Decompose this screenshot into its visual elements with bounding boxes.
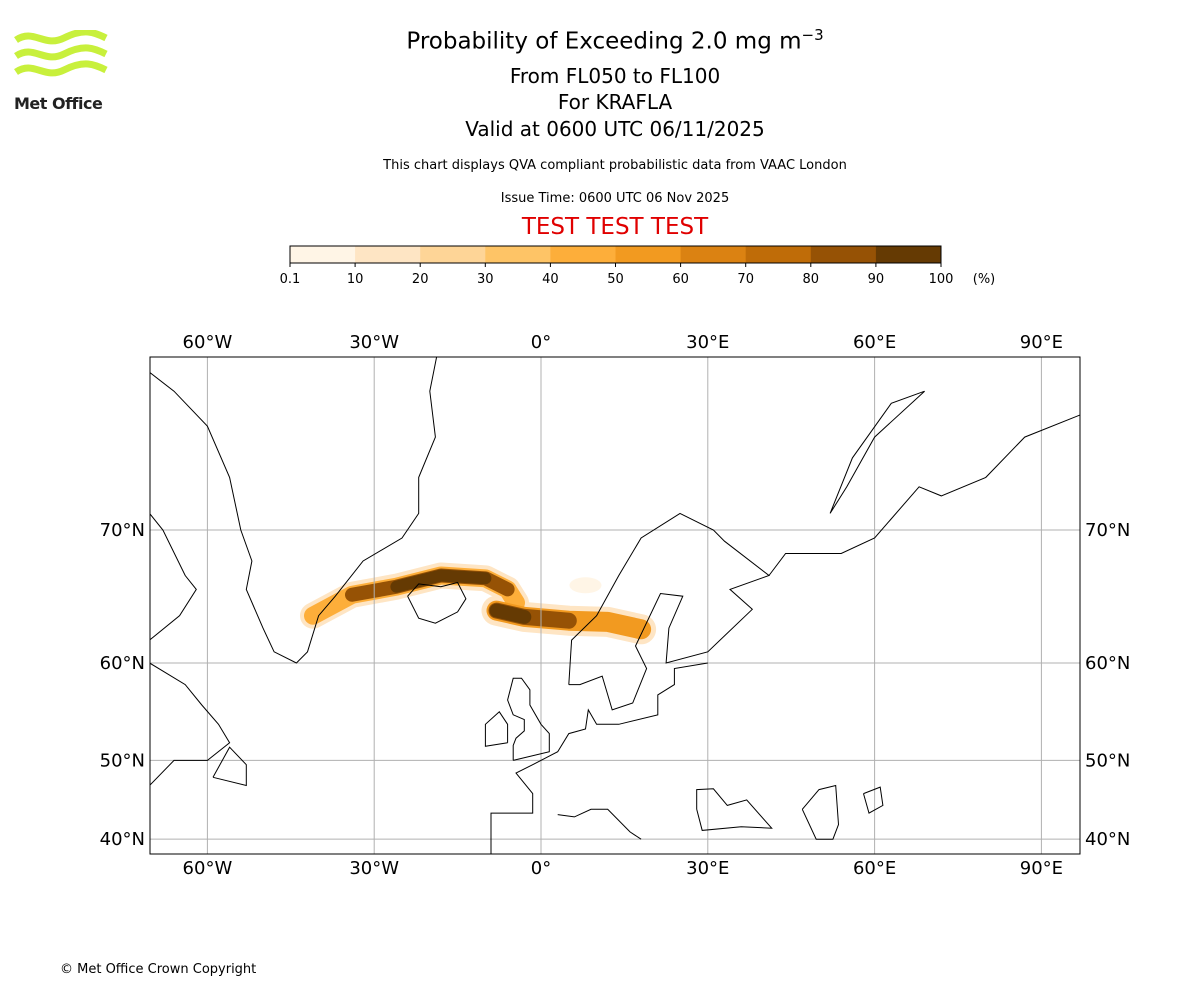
colorbar-bin bbox=[680, 246, 747, 263]
map-frame bbox=[149, 356, 1081, 855]
lat-label-left: 50°N bbox=[100, 750, 145, 771]
met-office-waves-icon bbox=[14, 28, 108, 77]
coastline bbox=[863, 786, 884, 814]
lon-label-top: 60°W bbox=[183, 332, 233, 353]
lon-label-bottom: 30°E bbox=[686, 858, 729, 879]
map-content bbox=[150, 357, 1080, 854]
description: This chart displays QVA compliant probab… bbox=[383, 158, 847, 173]
colorbar-bin bbox=[810, 246, 877, 263]
lat-label-right: 60°N bbox=[1085, 653, 1130, 674]
valid-time: Valid at 0600 UTC 06/11/2025 bbox=[465, 117, 765, 141]
met-office-logo: Met Office bbox=[14, 28, 109, 113]
ash-plume-band bbox=[489, 603, 532, 624]
colorbar-bin bbox=[485, 246, 551, 263]
chart-title: Probability of Exceeding 2.0 mg m−3 bbox=[0, 26, 1200, 55]
colorbar: 0.1 10 20 30 40 50 60 70 80 90 100 (%) bbox=[280, 245, 996, 287]
lon-label-bottom: 30°W bbox=[349, 858, 399, 879]
test-banner: TEST TEST TEST bbox=[521, 214, 709, 240]
coastline bbox=[150, 357, 438, 664]
lat-label-left: 70°N bbox=[100, 520, 145, 541]
lon-label-top: 60°E bbox=[853, 332, 896, 353]
coastline bbox=[829, 390, 925, 514]
coastline bbox=[407, 581, 467, 624]
coastline bbox=[507, 677, 550, 761]
coastline bbox=[212, 746, 247, 787]
lon-label-top: 0° bbox=[531, 332, 551, 353]
colorbar-tick-label: 90 bbox=[868, 272, 885, 287]
lat-label-right: 50°N bbox=[1085, 750, 1130, 771]
copyright: © Met Office Crown Copyright bbox=[60, 962, 257, 977]
colorbar-tick-label: 30 bbox=[477, 272, 494, 287]
coastline bbox=[484, 711, 509, 747]
coastline bbox=[150, 513, 197, 641]
coastline bbox=[696, 788, 773, 831]
colorbar-tick-label: 40 bbox=[542, 272, 559, 287]
colorbar-tick-label: 50 bbox=[607, 272, 624, 287]
colorbar-bin bbox=[745, 246, 812, 263]
lat-label-right: 70°N bbox=[1085, 520, 1130, 541]
title-text: Probability of Exceeding 2.0 mg m bbox=[406, 28, 802, 55]
colorbar-tick-label: 60 bbox=[672, 272, 689, 287]
lat-label-right: 40°N bbox=[1085, 829, 1130, 850]
colorbar-tick-label: 100 bbox=[929, 272, 954, 287]
lon-label-top: 30°W bbox=[349, 332, 399, 353]
coastline bbox=[801, 784, 840, 840]
colorbar-bin bbox=[420, 246, 486, 263]
colorbar-tick-label: 70 bbox=[737, 272, 754, 287]
colorbar-tick-label: 20 bbox=[412, 272, 429, 287]
map: 60°W 30°W 0° 30°E 60°E 90°E 60°W 30°W 0° 30°E 60°E… bbox=[100, 332, 1131, 879]
coastline bbox=[568, 512, 771, 711]
colorbar-tick-label: 10 bbox=[347, 272, 364, 287]
lon-label-top: 30°E bbox=[686, 332, 729, 353]
ash-plume-patch bbox=[569, 577, 602, 594]
coastline bbox=[490, 662, 708, 854]
volcano-name: For KRAFLA bbox=[557, 90, 673, 114]
coastline bbox=[557, 808, 642, 840]
flight-levels: From FL050 to FL100 bbox=[509, 64, 721, 88]
colorbar-bin bbox=[875, 246, 942, 263]
colorbar-tick-label: 80 bbox=[803, 272, 820, 287]
coastline bbox=[768, 414, 1080, 576]
logo-text: Met Office bbox=[14, 94, 103, 113]
colorbar-bin bbox=[355, 246, 421, 263]
colorbar-bin bbox=[550, 246, 616, 263]
lon-label-bottom: 90°E bbox=[1020, 858, 1063, 879]
lon-label-bottom: 60°W bbox=[183, 858, 233, 879]
lat-label-left: 60°N bbox=[100, 653, 145, 674]
issue-time: Issue Time: 0600 UTC 06 Nov 2025 bbox=[500, 191, 730, 206]
lon-label-top: 90°E bbox=[1020, 332, 1063, 353]
lon-label-bottom: 0° bbox=[531, 858, 551, 879]
colorbar-bin bbox=[290, 246, 356, 263]
lon-label-bottom: 60°E bbox=[853, 858, 896, 879]
colorbar-bin bbox=[615, 246, 682, 263]
title-exponent: −3 bbox=[801, 26, 824, 44]
colorbar-tick-label: 0.1 bbox=[280, 272, 301, 287]
lat-label-left: 40°N bbox=[100, 829, 145, 850]
ash-plume-band bbox=[390, 569, 492, 593]
colorbar-unit: (%) bbox=[973, 272, 996, 287]
coastline bbox=[150, 662, 231, 786]
